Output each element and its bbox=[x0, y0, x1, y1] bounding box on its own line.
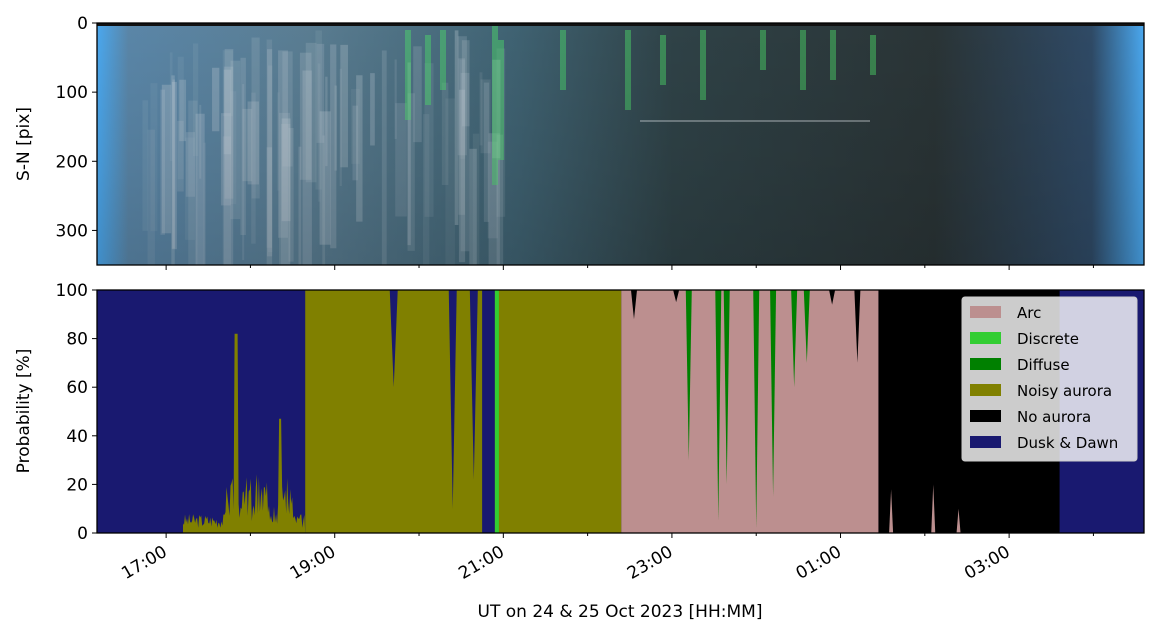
legend-swatch bbox=[970, 332, 1001, 344]
diffuse-spike bbox=[685, 290, 692, 461]
bottom-y-tick-label: 0 bbox=[77, 524, 88, 544]
x-axis-label: UT on 24 & 25 Oct 2023 [HH:MM] bbox=[478, 602, 763, 622]
diffuse-spike bbox=[803, 290, 810, 363]
legend-label: Diffuse bbox=[1017, 356, 1070, 374]
bottom-y-axis-label: Probability [%] bbox=[14, 349, 34, 474]
x-tick-label: 03:00 bbox=[961, 542, 1013, 584]
legend-swatch bbox=[970, 306, 1001, 318]
arc-spike bbox=[931, 484, 936, 533]
legend-box bbox=[961, 296, 1138, 462]
dusk-dawn-dip bbox=[389, 290, 398, 388]
legend-swatch bbox=[970, 410, 1001, 422]
bottom-y-tick-label: 80 bbox=[66, 330, 88, 350]
bottom-y-tick-label: 20 bbox=[66, 475, 88, 495]
top-y-tick-label: 300 bbox=[56, 221, 88, 241]
area-segment bbox=[482, 290, 495, 533]
diffuse-spike bbox=[753, 290, 760, 529]
arc-spike bbox=[889, 489, 894, 533]
diffuse-spike bbox=[770, 290, 777, 497]
no-aurora-spike bbox=[829, 290, 836, 305]
dusk-dawn-dip bbox=[448, 290, 457, 509]
x-tick-label: 23:00 bbox=[624, 542, 676, 584]
x-tick-label: 01:00 bbox=[793, 542, 845, 584]
top-y-tick-label: 0 bbox=[77, 14, 88, 34]
legend: Arc Discrete Diffuse Noisy aurora No aurora D… bbox=[961, 296, 1138, 462]
area-segment bbox=[97, 290, 306, 533]
no-aurora-spike bbox=[854, 290, 861, 363]
diffuse-spike bbox=[791, 290, 798, 388]
keogram-panel bbox=[96, 22, 1145, 266]
legend-label: No aurora bbox=[1017, 408, 1091, 426]
diffuse-spike bbox=[723, 290, 730, 485]
no-aurora-spike bbox=[630, 290, 637, 320]
legend-label: Dusk & Dawn bbox=[1017, 434, 1118, 452]
top-y-tick-label: 200 bbox=[56, 152, 88, 172]
discrete-spike bbox=[494, 290, 499, 533]
area-segment bbox=[494, 290, 622, 533]
legend-swatch bbox=[970, 436, 1001, 448]
top-y-axis-label: S-N [pix] bbox=[14, 107, 34, 181]
bottom-y-tick-label: 40 bbox=[66, 427, 88, 447]
x-tick-label: 17:00 bbox=[118, 542, 170, 584]
top-y-tick-label: 100 bbox=[56, 83, 88, 103]
x-tick-label: 19:00 bbox=[287, 542, 339, 584]
legend-label: Discrete bbox=[1017, 330, 1079, 348]
legend-swatch bbox=[970, 358, 1001, 370]
noisy-aurora-area bbox=[182, 333, 306, 533]
area-segment bbox=[621, 290, 879, 533]
bottom-y-tick-label: 100 bbox=[56, 281, 88, 301]
no-aurora-spike bbox=[673, 290, 680, 303]
dusk-dawn-dip bbox=[469, 290, 478, 480]
keogram-frame bbox=[96, 22, 1145, 266]
arc-spike bbox=[956, 508, 961, 533]
bottom-y-tick-label: 60 bbox=[66, 378, 88, 398]
legend-label: Arc bbox=[1017, 304, 1041, 322]
legend-label: Noisy aurora bbox=[1017, 382, 1112, 400]
legend-swatch bbox=[970, 384, 1001, 396]
probability-frame bbox=[96, 289, 1145, 534]
diffuse-spike bbox=[715, 290, 722, 521]
x-tick-label: 21:00 bbox=[455, 542, 507, 584]
